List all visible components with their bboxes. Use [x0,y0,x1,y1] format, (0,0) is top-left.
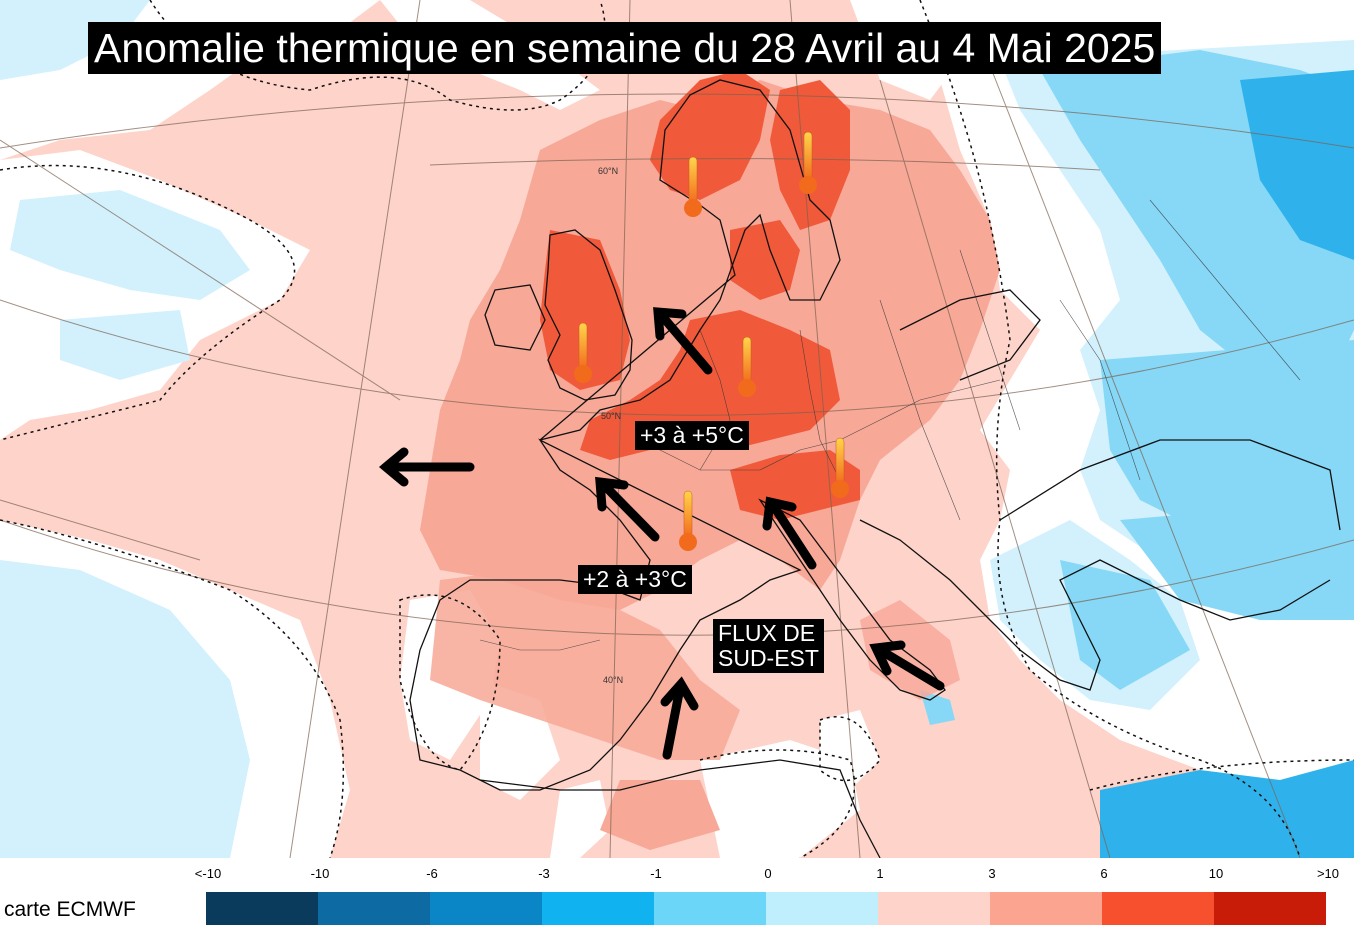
arrow-icon [762,496,817,570]
meridian-w20 [289,0,421,859]
thermometer-icon [831,437,849,498]
legend-color-swatch [430,892,542,925]
anomaly-label-south: +2 à +3°C [578,565,692,594]
north-africa-coast [479,759,881,859]
black-sea-coast [999,439,1341,531]
legend-tick-label: 10 [1208,866,1224,881]
parallel-50 [0,299,1354,416]
latitude-label-40: 40°N [603,675,624,685]
legend-color-swatch [318,892,430,925]
arrow-icon [653,307,713,375]
arrow-icon [660,676,699,760]
latitude-label-50: 50°N [601,411,622,421]
legend-tick-label: -1 [650,866,662,881]
legend-tick-label: -3 [538,866,550,881]
flux-label: FLUX DE SUD-EST [713,619,824,673]
balkans-coast [859,519,1331,691]
map-title: Anomalie thermique en semaine du 28 Avri… [88,22,1162,74]
legend-tick-label: 6 [1100,866,1108,881]
parallel-40 [0,519,1354,636]
legend-color-swatch [1102,892,1214,925]
meridian-e20 [879,79,1111,859]
meridian-e30 [979,39,1301,859]
graticule [0,0,1354,859]
legend-color-swatch [990,892,1102,925]
legend-tick-label: -10 [310,866,330,881]
flow-arrows [378,307,945,760]
legend-color-swatch [654,892,766,925]
legend-tick-label: -6 [426,866,438,881]
meridian-e10 [789,0,861,859]
anomaly-label-north: +3 à +5°C [635,421,749,450]
legend-color-swatch [878,892,990,925]
ireland-coast [484,284,546,351]
arrow-icon [378,447,475,487]
thermometer-icon [679,490,697,551]
meridian-0 [609,0,631,859]
legend-tick-label: <-10 [194,866,222,881]
legend-tick-label: >10 [1316,866,1340,881]
baltic-coast [899,289,1041,381]
parallel-60 [429,158,1101,171]
thermometer-icon [799,131,817,194]
thermometer-icon [684,156,702,217]
legend-color-swatch [766,892,878,925]
italy-coast [758,498,946,701]
great-britain-coast [544,229,633,401]
legend-tick-label: 1 [876,866,884,881]
thermometer-icon [738,336,756,397]
legend-color-swatch [542,892,654,925]
arrow-icon [869,640,945,691]
meridian-w50 [0,499,201,561]
north-sea-coast [539,79,841,441]
latitude-label-60: 60°N [598,166,619,176]
legend-color-swatch [206,892,318,925]
source-label: carte ECMWF [0,893,174,926]
arrow-icon [595,476,660,542]
thermometer-icon [574,322,592,383]
parallel-70 [0,93,1354,149]
meridian-w40 [0,139,401,401]
coastlines [409,79,1341,859]
legend-tick-label: 0 [764,866,772,881]
legend-color-swatch [1214,892,1326,925]
cold-anomaly-zones [0,0,1354,858]
legend-tick-label: 3 [988,866,996,881]
borders [479,199,1301,651]
